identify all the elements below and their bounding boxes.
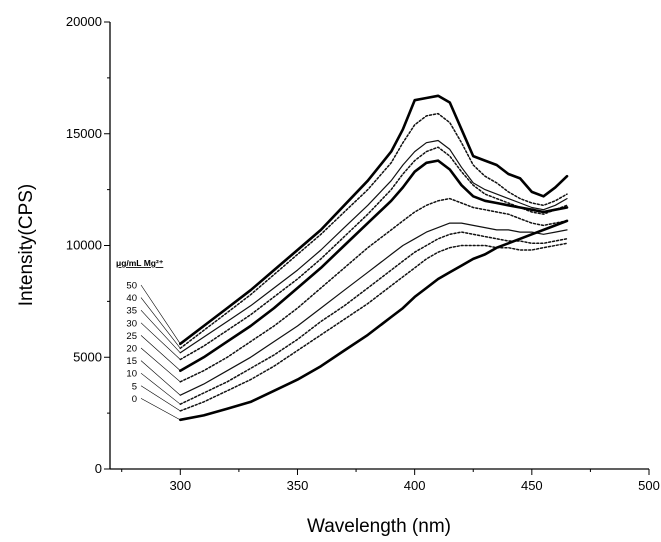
legend-leader-25 (140, 335, 181, 371)
legend-leader-10 (140, 372, 181, 405)
x-tick-label: 500 (638, 478, 660, 493)
series-line-40ugml (179, 112, 568, 350)
series-line-10ugml (179, 231, 568, 405)
legend-label-0: 0 (132, 394, 137, 405)
x-tick-label: 300 (169, 478, 191, 493)
legend-label-40: 40 (126, 293, 137, 304)
series-line-35ugml (179, 139, 568, 354)
legend-leader-20 (140, 347, 181, 383)
legend-label-5: 5 (132, 381, 137, 392)
legend-title: μg/mL Mg²⁺ (116, 258, 164, 268)
x-axis-title: Wavelength (nm) (307, 516, 451, 537)
x-tick-label: 450 (521, 478, 543, 493)
y-ticks: 0 5000 10000 15000 20000 (66, 14, 110, 476)
legend-leader-30 (140, 322, 181, 360)
y-axis-title: Intensity(CPS) (16, 184, 37, 306)
legend-leader-5 (140, 385, 181, 412)
series-line-25ugml (179, 159, 569, 372)
x-tick-label: 400 (404, 478, 426, 493)
series-line-0ugml (179, 219, 569, 422)
legend-label-20: 20 (126, 344, 137, 355)
y-tick-label: 10000 (66, 238, 102, 253)
y-tick-label: 15000 (66, 126, 102, 141)
legend-label-30: 30 (126, 318, 137, 329)
series-layer (179, 94, 569, 422)
series-line-5ugml (179, 242, 568, 412)
legend-leader-0 (140, 398, 181, 421)
y-tick-label: 0 (95, 461, 102, 476)
legend-label-15: 15 (126, 356, 137, 367)
legend-label-10: 10 (126, 369, 137, 380)
x-tick-label: 350 (287, 478, 309, 493)
legend-leader-40 (140, 297, 181, 349)
series-line-30ugml (179, 146, 568, 361)
legend-label-35: 35 (126, 306, 137, 317)
legend-leader-15 (140, 360, 181, 396)
legend-label-25: 25 (126, 331, 137, 342)
x-ticks: 300 350 400 450 500 (121, 469, 660, 493)
legend-label-50: 50 (126, 281, 137, 292)
series-line-15ugml (179, 222, 568, 396)
series-line-50ugml (179, 94, 569, 346)
legend-leader-50 (140, 284, 181, 345)
y-tick-label: 5000 (73, 349, 102, 364)
series-line-20ugml (179, 197, 568, 383)
y-tick-label: 20000 (66, 14, 102, 29)
legend-leader-35 (140, 309, 181, 353)
axes (109, 22, 649, 470)
